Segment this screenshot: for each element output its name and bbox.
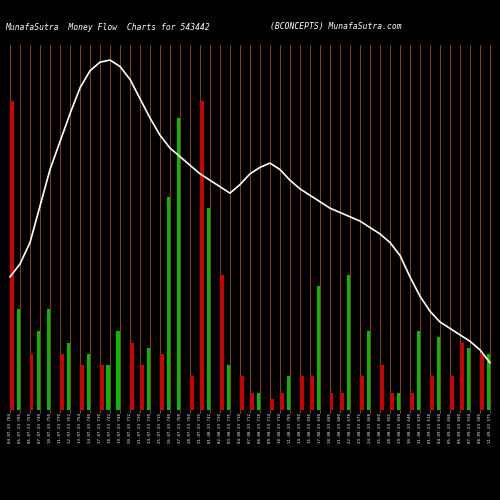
- Bar: [340, 393, 344, 410]
- Bar: [166, 196, 170, 410]
- Text: (BCONCEPTS) MunafaSutra.com: (BCONCEPTS) MunafaSutra.com: [270, 22, 402, 32]
- Bar: [226, 365, 230, 410]
- Bar: [366, 332, 370, 410]
- Bar: [330, 393, 334, 410]
- Bar: [36, 332, 40, 410]
- Bar: [140, 365, 143, 410]
- Bar: [460, 342, 464, 410]
- Bar: [486, 354, 490, 410]
- Bar: [240, 376, 244, 410]
- Bar: [480, 354, 484, 410]
- Bar: [436, 337, 440, 410]
- Bar: [190, 376, 194, 410]
- Bar: [310, 376, 314, 410]
- Text: MunafaSutra  Money Flow  Charts for 543442: MunafaSutra Money Flow Charts for 543442: [5, 22, 210, 32]
- Bar: [300, 376, 304, 410]
- Bar: [280, 393, 283, 410]
- Bar: [396, 393, 400, 410]
- Bar: [416, 332, 420, 410]
- Bar: [286, 376, 290, 410]
- Bar: [450, 376, 454, 410]
- Bar: [270, 399, 274, 410]
- Bar: [46, 309, 50, 410]
- Bar: [116, 332, 120, 410]
- Bar: [360, 376, 364, 410]
- Bar: [60, 354, 64, 410]
- Bar: [80, 365, 84, 410]
- Bar: [146, 348, 150, 410]
- Bar: [206, 208, 210, 410]
- Bar: [176, 118, 180, 410]
- Bar: [410, 393, 414, 410]
- Bar: [256, 393, 260, 410]
- Bar: [16, 309, 20, 410]
- Bar: [220, 275, 224, 410]
- Bar: [160, 354, 164, 410]
- Bar: [100, 365, 103, 410]
- Bar: [10, 101, 14, 410]
- Bar: [430, 376, 434, 410]
- Bar: [86, 354, 90, 410]
- Bar: [466, 348, 470, 410]
- Bar: [30, 354, 34, 410]
- Bar: [380, 365, 384, 410]
- Bar: [250, 393, 254, 410]
- Bar: [390, 393, 394, 410]
- Bar: [200, 101, 203, 410]
- Bar: [346, 275, 350, 410]
- Bar: [106, 365, 110, 410]
- Bar: [66, 342, 70, 410]
- Bar: [316, 286, 320, 410]
- Bar: [130, 342, 134, 410]
